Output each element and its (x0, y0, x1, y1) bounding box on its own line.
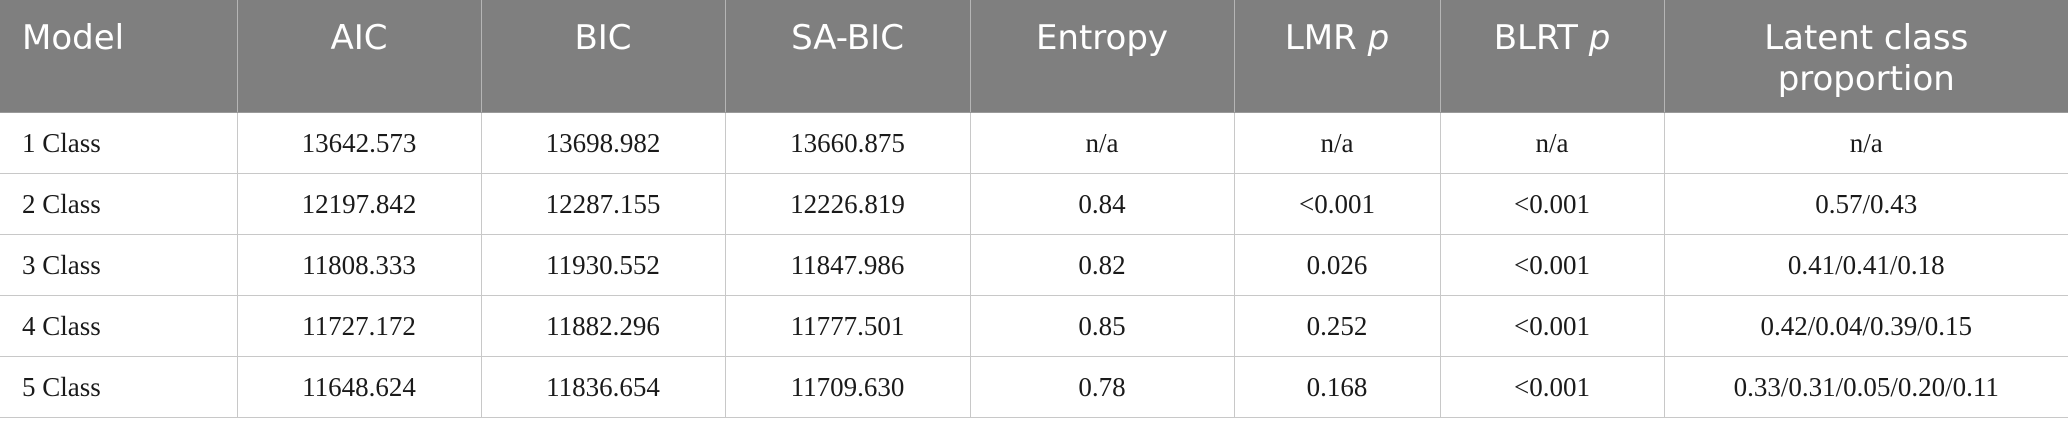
table-body: 1 Class 13642.573 13698.982 13660.875 n/… (0, 112, 2068, 418)
header-bic: BIC (481, 0, 726, 113)
header-blrt-p: BLRT p (1440, 0, 1665, 113)
header-sabic: SA-BIC (725, 0, 971, 113)
cell-proportion: n/a (1664, 112, 2068, 174)
cell-bic: 11836.654 (481, 356, 726, 418)
header-latent-line1: Latent class (1764, 18, 1969, 58)
cell-model: 4 Class (0, 295, 238, 357)
cell-proportion: 0.42/0.04/0.39/0.15 (1664, 295, 2068, 357)
cell-entropy: 0.85 (970, 295, 1235, 357)
header-lmr-p: LMR p (1234, 0, 1441, 113)
cell-model: 5 Class (0, 356, 238, 418)
header-latent-class-proportion: Latent class proportion (1664, 0, 2068, 113)
table-row: 1 Class 13642.573 13698.982 13660.875 n/… (0, 112, 2068, 174)
header-entropy: Entropy (970, 0, 1235, 113)
cell-aic: 11808.333 (237, 234, 482, 296)
cell-proportion: 0.41/0.41/0.18 (1664, 234, 2068, 296)
cell-blrt-p: <0.001 (1440, 356, 1665, 418)
header-lmr-label: LMR (1284, 18, 1357, 58)
cell-entropy: 0.84 (970, 173, 1235, 235)
header-aic: AIC (237, 0, 482, 113)
header-latent-line2: proportion (1777, 59, 1955, 99)
cell-lmr-p: 0.168 (1234, 356, 1441, 418)
cell-sabic: 11847.986 (725, 234, 971, 296)
header-blrt-p-symbol: p (1588, 18, 1611, 58)
header-lmr-p-symbol: p (1367, 18, 1390, 58)
cell-lmr-p: n/a (1234, 112, 1441, 174)
header-blrt-label: BLRT (1493, 18, 1578, 58)
cell-blrt-p: n/a (1440, 112, 1665, 174)
cell-aic: 12197.842 (237, 173, 482, 235)
cell-bic: 12287.155 (481, 173, 726, 235)
cell-blrt-p: <0.001 (1440, 173, 1665, 235)
cell-lmr-p: 0.026 (1234, 234, 1441, 296)
table-row: 2 Class 12197.842 12287.155 12226.819 0.… (0, 173, 2068, 235)
header-row: Model AIC BIC SA-BIC Entropy LMR p BLRT … (0, 0, 2068, 113)
header-model: Model (0, 0, 238, 113)
cell-bic: 11882.296 (481, 295, 726, 357)
cell-blrt-p: <0.001 (1440, 295, 1665, 357)
table-row: 3 Class 11808.333 11930.552 11847.986 0.… (0, 234, 2068, 296)
cell-lmr-p: <0.001 (1234, 173, 1441, 235)
table-row: 5 Class 11648.624 11836.654 11709.630 0.… (0, 356, 2068, 418)
cell-proportion: 0.57/0.43 (1664, 173, 2068, 235)
cell-entropy: 0.82 (970, 234, 1235, 296)
cell-bic: 11930.552 (481, 234, 726, 296)
cell-sabic: 13660.875 (725, 112, 971, 174)
model-fit-table: Model AIC BIC SA-BIC Entropy LMR p BLRT … (0, 0, 2068, 418)
cell-sabic: 12226.819 (725, 173, 971, 235)
cell-lmr-p: 0.252 (1234, 295, 1441, 357)
cell-entropy: 0.78 (970, 356, 1235, 418)
cell-sabic: 11777.501 (725, 295, 971, 357)
cell-model: 3 Class (0, 234, 238, 296)
cell-aic: 11727.172 (237, 295, 482, 357)
cell-model: 2 Class (0, 173, 238, 235)
cell-aic: 11648.624 (237, 356, 482, 418)
cell-bic: 13698.982 (481, 112, 726, 174)
table-header: Model AIC BIC SA-BIC Entropy LMR p BLRT … (0, 0, 2068, 113)
cell-entropy: n/a (970, 112, 1235, 174)
cell-proportion: 0.33/0.31/0.05/0.20/0.11 (1664, 356, 2068, 418)
cell-model: 1 Class (0, 112, 238, 174)
cell-sabic: 11709.630 (725, 356, 971, 418)
cell-aic: 13642.573 (237, 112, 482, 174)
table-row: 4 Class 11727.172 11882.296 11777.501 0.… (0, 295, 2068, 357)
cell-blrt-p: <0.001 (1440, 234, 1665, 296)
